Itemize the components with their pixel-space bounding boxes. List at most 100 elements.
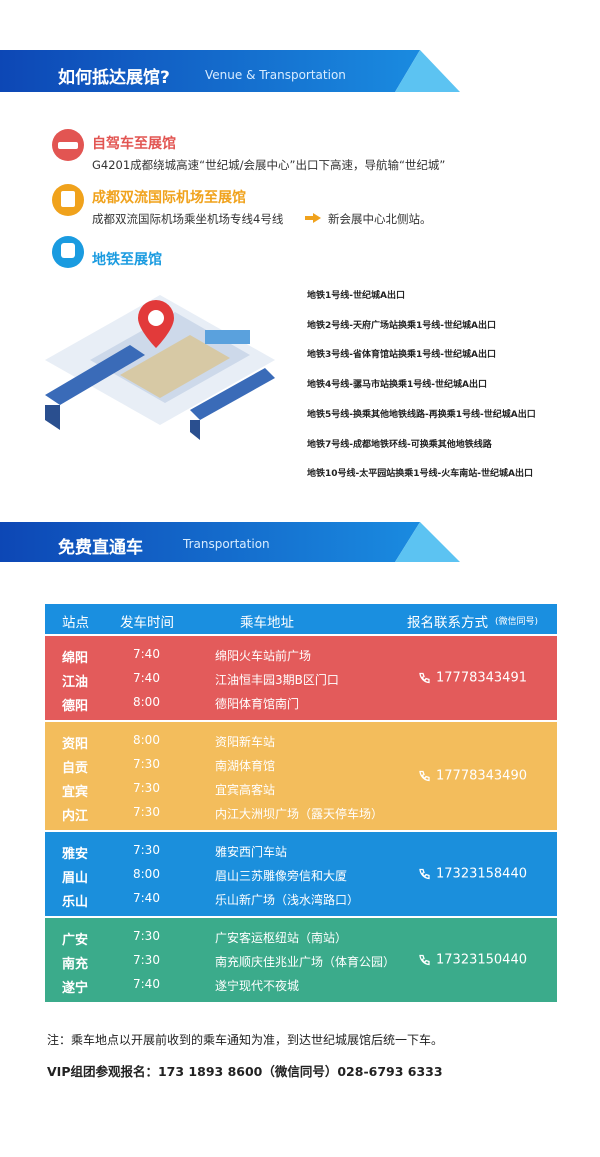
address: 广安客运枢纽站（南站） [215,931,348,945]
address: 雅安西门车站 [215,845,288,859]
metro-line: 地铁7号线-成都地铁环线-可换乘其他地铁线路 [307,439,492,450]
phone-number: 17323150440 [436,952,527,968]
table-row: 广安 7:30 广安客运枢纽站（南站） [45,924,557,948]
time: 8:00 [133,867,160,881]
route-desc: 新会展中心北侧站。 [328,212,432,226]
header-cell: 发车时间 [120,615,174,631]
route-desc: G4201成都绕城高速“世纪城/会展中心”出口下高速，导航输“世纪城” [92,158,446,172]
table-row: 南充 7:30 南充顺庆佳兆业广场（体育公园） [45,948,557,972]
route-title: 地铁至展馆 [92,252,162,268]
address: 乐山新广场（浅水湾路口） [215,893,360,907]
table-row: 自贡 7:30 南湖体育馆 [45,752,557,776]
table-header: 站点 发车时间 乘车地址 报名联系方式 (微信同号) [45,604,557,634]
table-row: 宜宾 7:30 宜宾高客站 [45,776,557,800]
time: 7:30 [133,805,160,819]
city: 眉山 [62,871,89,886]
table-group: 资阳 8:00 资阳新车站 自贡 7:30 南湖体育馆 宜宾 7:30 宜宾高客站 内江 7:30 内… [45,722,557,830]
time: 7:40 [133,977,160,991]
city: 绵阳 [62,651,89,666]
phone-number: 17323158440 [436,866,527,882]
city: 雅安 [62,847,89,862]
section-title: 免费直通车 [58,538,143,558]
table-row: 乐山 7:40 乐山新广场（浅水湾路口） [45,886,557,910]
phone-icon [419,672,430,683]
header-cell: 站点 [62,615,89,631]
time: 8:00 [133,733,160,747]
vip-contact: VIP组团参观报名：173 1893 8600（微信同号）028-6793 63… [47,1064,443,1079]
bus-icon [61,191,75,207]
phone-icon [419,770,430,781]
metro-line: 地铁3号线-省体育馆站换乘1号线-世纪城A出口 [307,350,496,361]
city: 自贡 [62,761,89,776]
time: 7:40 [133,647,160,661]
header-note: (微信同号) [495,617,539,627]
address: 遂宁现代不夜城 [215,979,300,993]
banner [0,50,420,92]
section-title: 如何抵达展馆? [58,68,170,88]
table-row: 遂宁 7:40 遂宁现代不夜城 [45,972,557,996]
table-row: 德阳 8:00 德阳体育馆南门 [45,690,557,714]
time: 7:30 [133,929,160,943]
table-row: 绵阳 7:40 绵阳火车站前广场 [45,642,557,666]
header-cell: 报名联系方式 [407,615,488,631]
city: 乐山 [62,895,89,910]
phone-cell: 17778343490 [417,769,527,784]
table-group: 雅安 7:30 雅安西门车站眉山 8:00 眉山三苏雕像旁信和大厦乐山 7:40 乐山新广场… [45,832,557,916]
section-subtitle: Transportation [183,537,270,551]
phone-number: 17778343491 [436,670,527,686]
time: 7:40 [133,671,160,685]
banner [0,522,420,562]
table-group: 绵阳 7:40 绵阳火车站前广场江油 7:40 江油恒丰园3期B区门口德阳 8:00 德阳体… [45,636,557,720]
metro-line: 地铁5号线-换乘其他地铁线路-再换乘1号线-世纪城A出口 [307,409,536,420]
city: 江油 [62,675,89,690]
metro-line: 地铁4号线-骡马市站换乘1号线-世纪城A出口 [307,380,487,391]
car-icon [58,142,78,149]
section-subtitle: Venue & Transportation [205,68,346,82]
city: 内江 [62,809,89,824]
phone-cell: 17778343491 [417,671,527,686]
city: 资阳 [62,737,89,752]
table-row: 眉山 8:00 眉山三苏雕像旁信和大厦 [45,862,557,886]
table-row: 资阳 8:00 资阳新车站 [45,728,557,752]
address: 德阳体育馆南门 [215,697,300,711]
address: 眉山三苏雕像旁信和大厦 [215,869,348,883]
address: 内江大洲坝广场（露天停车场） [215,807,384,821]
phone-cell: 17323158440 [417,867,527,882]
metro-icon [61,243,75,258]
metro-line: 地铁2号线-天府广场站换乘1号线-世纪城A出口 [307,320,496,331]
address: 绵阳火车站前广场 [215,649,312,663]
time: 7:40 [133,891,160,905]
table-row: 内江 7:30 内江大洲坝广场（露天停车场） [45,800,557,824]
metro-line: 地铁10号线-太平园站换乘1号线-火车南站-世纪城A出口 [307,469,533,480]
phone-icon [419,868,430,879]
city: 广安 [62,933,89,948]
time: 7:30 [133,953,160,967]
banner-tip [395,522,460,562]
route-desc: 成都双流国际机场乘坐机场专线4号线 [92,212,284,226]
time: 7:30 [133,781,160,795]
table-group: 广安 7:30 广安客运枢纽站（南站） 南充 7:30 南充顺庆佳兆业广场（体育公园） 遂宁… [45,918,557,1002]
table-row: 雅安 7:30 雅安西门车站 [45,838,557,862]
city: 德阳 [62,699,89,714]
address: 宜宾高客站 [215,783,276,797]
city: 遂宁 [62,981,89,996]
route-title: 自驾车至展馆 [92,136,176,152]
address: 资阳新车站 [215,735,276,749]
time: 7:30 [133,757,160,771]
phone-icon [419,954,430,965]
address: 南湖体育馆 [215,759,276,773]
city: 宜宾 [62,785,89,800]
address: 南充顺庆佳兆业广场（体育公园） [215,955,396,969]
arrow [305,216,314,220]
metro-illustration [45,295,275,440]
arrow [313,213,321,223]
banner-tip [395,50,460,92]
time: 7:30 [133,843,160,857]
metro-line: 地铁1号线-世纪城A出口 [307,291,405,301]
table-row: 江油 7:40 江油恒丰园3期B区门口 [45,666,557,690]
address: 江油恒丰园3期B区门口 [215,673,339,687]
note: 注：乘车地点以开展前收到的乘车通知为准，到达世纪城展馆后统一下车。 [47,1033,444,1047]
phone-cell: 17323150440 [417,953,527,968]
